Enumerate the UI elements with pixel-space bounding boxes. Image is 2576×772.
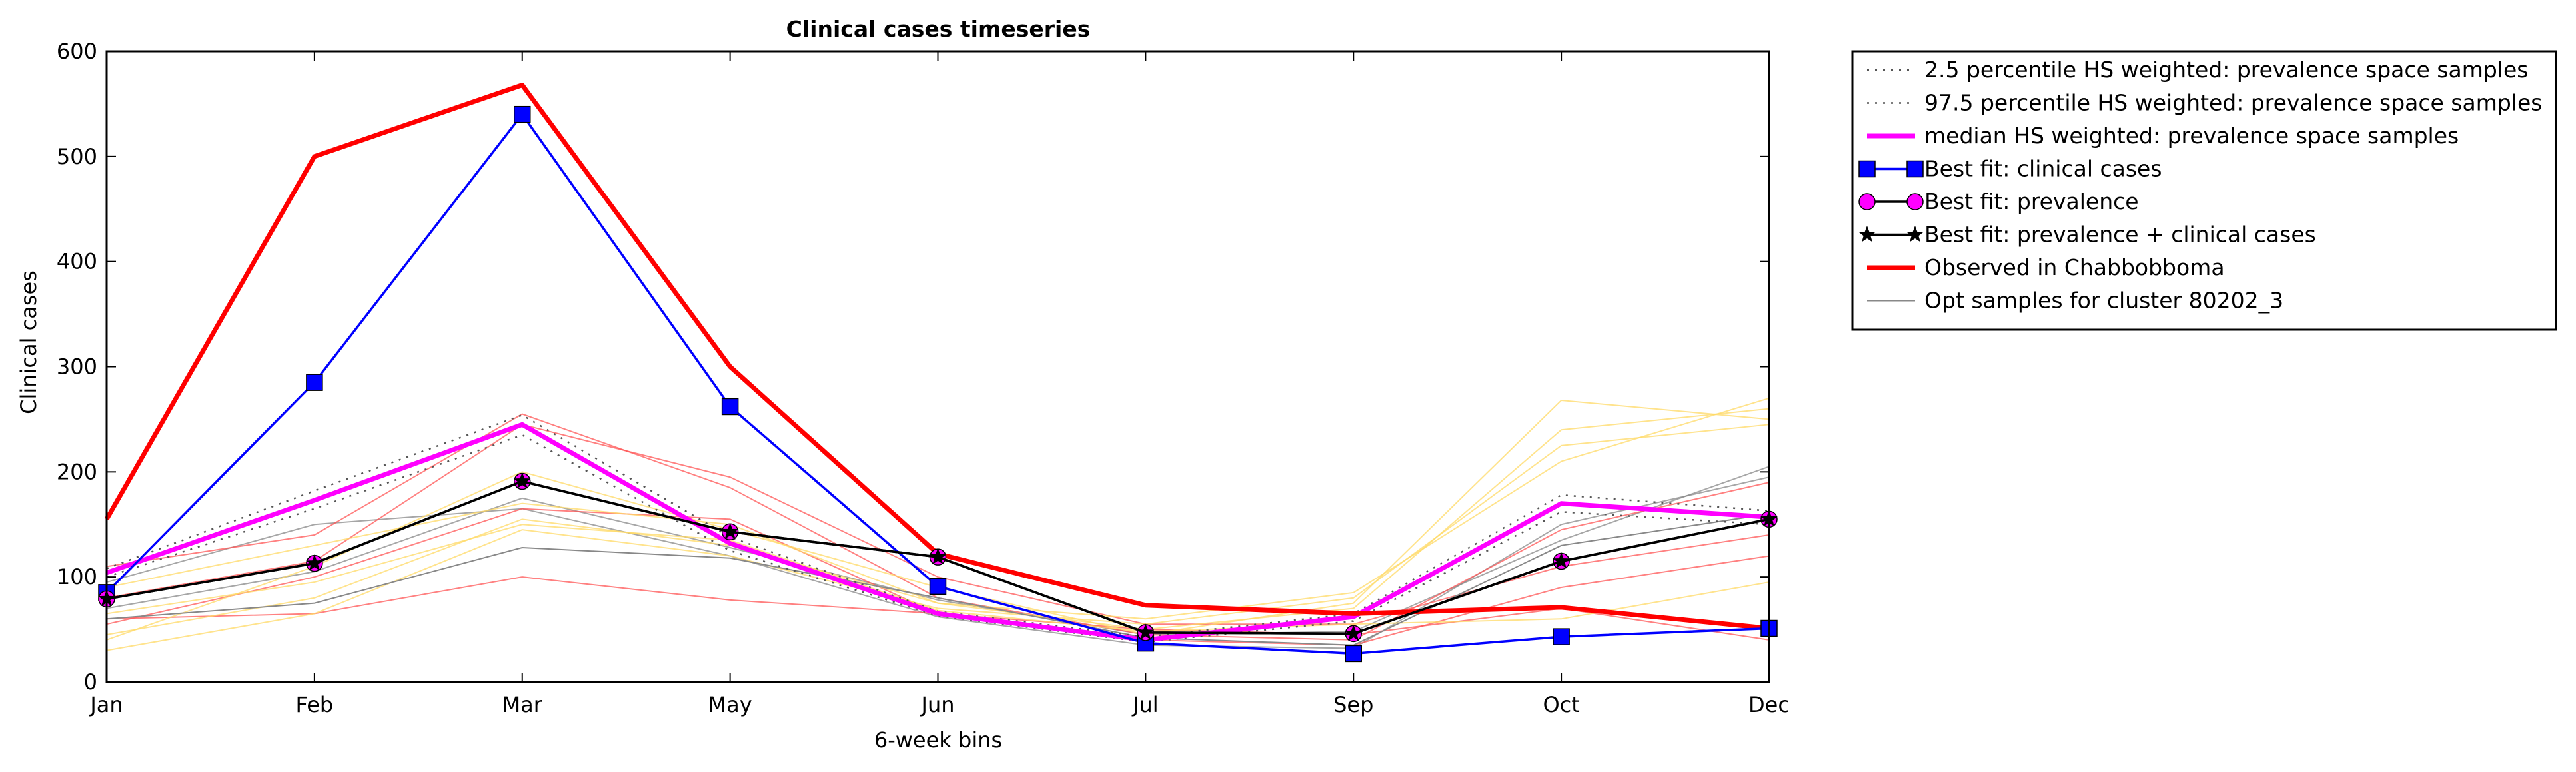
- y-tick-label-500: 500: [57, 144, 97, 169]
- series-6-point-7: [1345, 624, 1363, 641]
- legend-label-1: 2.5 percentile HS weighted: prevalence s…: [1924, 57, 2529, 83]
- legend-box: [1851, 50, 2557, 331]
- legend-label-2: 97.5 percentile HS weighted: prevalence …: [1924, 90, 2543, 116]
- x-tick-label-8: Oct: [1543, 692, 1579, 717]
- background-sample-line-7: [106, 424, 1770, 651]
- legend-label-4: Best fit: clinical cases: [1924, 156, 2162, 182]
- legend-label-3: median HS weighted: prevalence space sam…: [1924, 123, 2459, 149]
- series-6-point-2: [306, 554, 323, 571]
- series-4-point-4: [721, 398, 739, 416]
- y-tick-label-0: 0: [84, 669, 97, 695]
- legend-label-6: Best fit: prevalence + clinical cases: [1924, 222, 2316, 248]
- series-6-point-3: [513, 472, 531, 489]
- chart-title: Clinical cases timeseries: [786, 16, 1091, 42]
- axes: 0 100 200 300 400 500 600 Jan Feb Mar May Jun Jul Sep…: [57, 39, 1790, 717]
- x-tick-label-6: Jul: [1131, 692, 1159, 717]
- legend-label-5: Best fit: prevalence: [1924, 189, 2139, 214]
- series-6-point-8: [1553, 552, 1570, 569]
- x-tick-label-5: Jun: [920, 692, 955, 717]
- series-line-8: [106, 513, 1770, 646]
- y-tick-label-200: 200: [57, 459, 97, 484]
- series-6-point-6: [1137, 623, 1155, 640]
- series-line-3: [105, 422, 1770, 643]
- series-6-point-5: [929, 548, 947, 565]
- y-axis-label: Clinical cases: [16, 270, 41, 414]
- y-tick-label-600: 600: [57, 39, 97, 64]
- legend-marker-left-5: [1858, 193, 1876, 210]
- legend-marker-right-4: [1906, 160, 1924, 178]
- series-4-point-8: [1553, 628, 1570, 645]
- background-sample-line-1: [106, 466, 1770, 635]
- legend: 2.5 percentile HS weighted: prevalence s…: [1851, 50, 2557, 331]
- x-tick-label-1: Jan: [89, 692, 123, 717]
- x-tick-label-4: May: [708, 692, 752, 717]
- x-tick-label-3: Mar: [502, 692, 543, 717]
- background-sample-line-11: [106, 524, 1770, 633]
- x-tick-label-7: Sep: [1333, 692, 1373, 717]
- legend-label-7: Observed in Chabbobboma: [1924, 254, 2225, 280]
- y-tick-label-100: 100: [57, 564, 97, 589]
- legend-marker-left-4: [1858, 160, 1876, 178]
- x-axis-label: 6-week bins: [874, 727, 1002, 753]
- y-tick-label-400: 400: [57, 249, 97, 274]
- series-4-point-3: [514, 105, 531, 123]
- legend-label-8: Opt samples for cluster 80202_3: [1924, 288, 2283, 314]
- background-sample-line-10: [106, 397, 1770, 620]
- legend-marker-left-6: [1858, 226, 1876, 242]
- series-4-point-2: [306, 374, 323, 391]
- legend-marker-right-6: [1906, 226, 1924, 242]
- series-4-point-7: [1345, 645, 1362, 663]
- legend-marker-right-5: [1906, 193, 1924, 210]
- series-6-point-4: [721, 522, 739, 540]
- plot-area: [98, 83, 1778, 663]
- series-4-point-5: [929, 578, 947, 595]
- x-tick-label-9: Dec: [1748, 692, 1790, 717]
- x-tick-label-2: Feb: [296, 692, 334, 717]
- y-tick-label-300: 300: [57, 354, 97, 380]
